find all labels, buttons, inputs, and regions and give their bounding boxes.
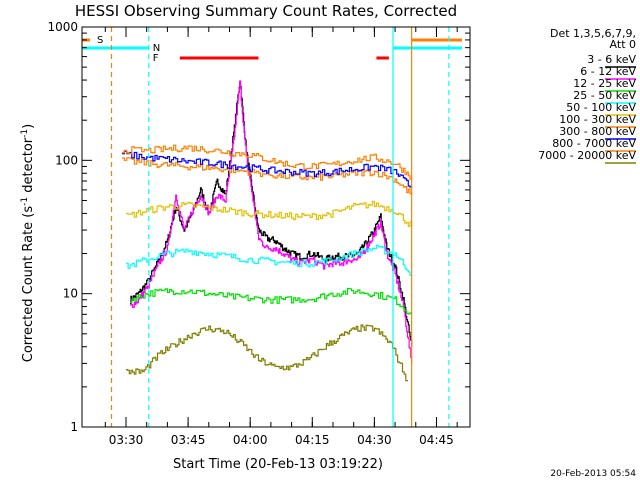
flag-bars: S NF <box>82 35 462 64</box>
series-line-9 <box>126 324 409 382</box>
saa-flag-label: S <box>97 35 103 46</box>
y-tick-label-2: 10 <box>63 287 78 301</box>
chart-title: HESSI Observing Summary Count Rates, Cor… <box>75 2 457 20</box>
legend-label-6: 100 - 300 keV <box>559 113 636 126</box>
x-tick-label-1: 03:30 <box>109 433 144 447</box>
series-line-5 <box>126 200 413 227</box>
night-flag-label: N <box>153 43 160 54</box>
x-tick-label-3: 04:00 <box>233 433 268 447</box>
series-line-6 <box>121 157 413 195</box>
axes: 1 10 100 1000 03:30 03:45 04:00 04:15 04:30 04:45 <box>47 20 471 447</box>
legend-label-4: 25 - 50 keV <box>573 89 636 102</box>
series-line-2 <box>130 80 413 364</box>
flare-flag-label: F <box>153 53 159 64</box>
series-line-4 <box>126 244 413 276</box>
x-tick-label-4: 04:15 <box>295 433 330 447</box>
y-tick-label-1: 1 <box>70 420 78 434</box>
legend-label-9: 7000 - 20000 keV <box>538 149 636 162</box>
x-axis-label: Start Time (20-Feb-13 03:19:22) <box>173 457 383 472</box>
legend-label-7: 300 - 800 keV <box>559 125 636 138</box>
plot-frame <box>81 26 471 428</box>
series-group <box>121 80 413 382</box>
series-line-1 <box>130 81 413 347</box>
y-axis-label: Corrected Count Rate (s-1 detector-1) <box>20 124 36 362</box>
x-tick-label-5: 04:30 <box>357 433 392 447</box>
series-line-8 <box>121 144 413 180</box>
series-line-3 <box>130 287 413 315</box>
x-tick-label-6: 04:45 <box>419 433 454 447</box>
legend-label-3: 12 - 25 keV <box>573 77 636 90</box>
x-tick-label-2: 03:45 <box>171 433 206 447</box>
legend-header-2: Att 0 <box>610 38 636 51</box>
legend-header-1: Det 1,3,5,6,7,9, <box>550 27 636 40</box>
legend-label-8: 800 - 7000 keV <box>552 137 636 150</box>
legend-label-2: 6 - 12 keV <box>580 65 636 78</box>
y-tick-label-3: 100 <box>55 153 78 167</box>
y-tick-label-4: 1000 <box>47 20 78 34</box>
plot-timestamp: 20-Feb-2013 05:54 <box>550 469 636 479</box>
series-line-7 <box>121 150 413 188</box>
legend-label-1: 3 - 6 keV <box>587 53 636 66</box>
legend-label-5: 50 - 100 keV <box>566 101 636 114</box>
